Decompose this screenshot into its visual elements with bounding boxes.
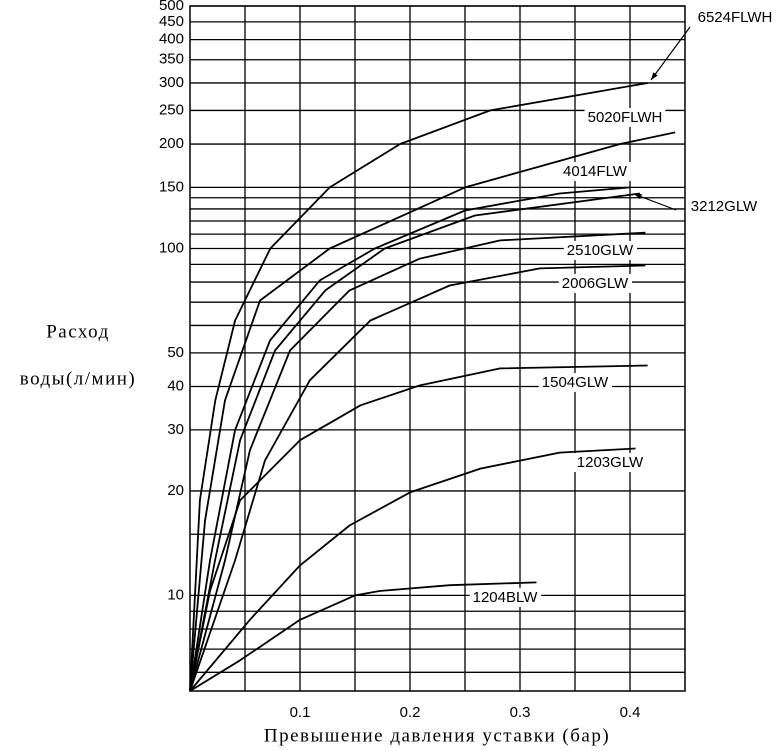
arrow-head: [651, 72, 658, 80]
x-tick-label: 0.1: [290, 704, 311, 721]
y-tick-label: 30: [167, 421, 184, 438]
x-tick-label: 0.4: [620, 704, 641, 721]
series-label: 3212GLW: [691, 198, 758, 215]
series-label: 2510GLW: [567, 242, 634, 259]
y-tick-label: 100: [159, 239, 184, 256]
label-background: [584, 107, 666, 127]
label-background: [687, 196, 762, 216]
label-background: [563, 240, 638, 260]
y-axis-label: воды(л/мин): [20, 368, 137, 389]
series-label: 4014FLW: [563, 163, 628, 180]
series-line: [189, 131, 676, 692]
series-label: 5020FLWH: [588, 109, 663, 126]
label-background: [694, 7, 776, 27]
x-tick-label: 0.2: [400, 704, 421, 721]
series-line: [189, 581, 537, 692]
arrow-head: [634, 194, 642, 200]
label-background: [469, 587, 542, 607]
x-axis-label: Превышение давления уставки (бар): [264, 725, 610, 746]
label-background: [560, 161, 631, 181]
series-line: [189, 186, 631, 692]
y-tick-label: 450: [159, 13, 184, 30]
y-tick-label: 150: [159, 178, 184, 195]
series-line: [189, 82, 648, 692]
y-tick-label: 10: [167, 586, 184, 603]
series-label: 1203GLW: [577, 454, 644, 471]
series-line: [189, 364, 648, 692]
series-label: 2006GLW: [562, 275, 629, 292]
plot-frame: [189, 5, 686, 692]
y-tick-label: 300: [159, 74, 184, 91]
y-axis-label: Расход: [46, 321, 110, 342]
leader-line: [650, 26, 691, 81]
y-tick-label: 200: [159, 135, 184, 152]
y-tick-label: 20: [167, 482, 184, 499]
label-background: [558, 273, 633, 293]
series-label: 1204BLW: [473, 589, 539, 606]
y-tick-label: 350: [159, 51, 184, 68]
x-tick-label: 0.3: [510, 704, 531, 721]
y-tick-label: 250: [159, 101, 184, 118]
series-label: 6524FLWH: [698, 9, 773, 26]
series-line: [189, 192, 641, 692]
y-tick-label: 50: [167, 344, 184, 361]
series-line: [189, 447, 636, 692]
series-line: [189, 264, 646, 692]
y-tick-label: 400: [159, 31, 184, 48]
label-background: [538, 372, 613, 392]
y-tick-label: 40: [167, 377, 184, 394]
y-tick-label: 500: [159, 0, 184, 14]
series-line: [189, 231, 646, 692]
series-label: 1504GLW: [542, 374, 609, 391]
label-background: [573, 452, 648, 472]
